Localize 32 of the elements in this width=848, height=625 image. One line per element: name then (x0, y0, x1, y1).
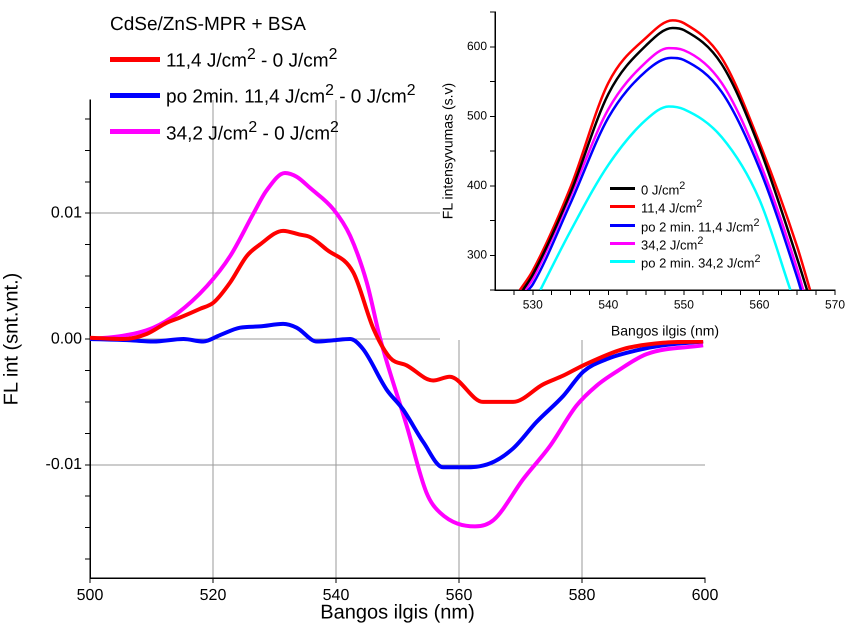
x-tick-label: 530 (522, 298, 544, 312)
legend-label: 34,2 J/cm$^{2}$ (641, 234, 704, 252)
x-tick-label: 560 (749, 298, 770, 312)
y-axis-title: FL int (snt.vnt.) (0, 272, 23, 406)
x-tick-label: 520 (200, 587, 226, 604)
y-tick-label: -0.01 (46, 456, 82, 474)
legend-label: 11,4 J/cm$^{2}$ (641, 198, 702, 216)
x-tick-label: 540 (322, 587, 350, 604)
y-tick-label: 600 (466, 39, 488, 54)
x-tick-label: 500 (76, 587, 104, 604)
y-tick-label: 300 (466, 248, 488, 262)
legend-label: 0 J/cm$^{2}$ (641, 180, 686, 198)
x-tick-label: 570 (824, 298, 846, 312)
y-tick-label: 0.01 (50, 204, 82, 222)
legend-label: 34,2 J/cm$^{2}$ - 0 J/cm$^{2}$ (166, 118, 339, 145)
line-series (539, 105, 792, 290)
y-tick-label: 400 (466, 178, 488, 192)
x-tick-label: 540 (598, 298, 619, 312)
y-tick-label: 0.00 (50, 330, 82, 348)
legend-title: CdSe/ZnS-MPR + BSA (110, 14, 307, 36)
x-tick-label: 580 (568, 587, 596, 604)
legend-label: po 2min. 11,4 J/cm$^{2}$ - 0 J/cm$^{2}$ (166, 82, 416, 109)
legend-label: po 2 min. 34,2 J/cm$^{2}$ (641, 253, 760, 271)
y-tick-label: 500 (466, 108, 488, 123)
y-axis-title: FL intensyvumas (s.v) (439, 82, 456, 220)
x-tick-label: 560 (446, 587, 472, 604)
x-tick-label: 600 (692, 587, 718, 604)
legend-label: 11,4 J/cm$^{2}$ - 0 J/cm$^{2}$ (166, 46, 338, 72)
x-tick-label: 550 (674, 298, 694, 312)
x-axis-title: Bangos ilgis (nm) (320, 602, 475, 624)
legend-label: po 2 min. 11,4 J/cm$^{2}$ (641, 216, 760, 234)
x-axis-title: Bangos ilgis (nm) (610, 322, 720, 338)
